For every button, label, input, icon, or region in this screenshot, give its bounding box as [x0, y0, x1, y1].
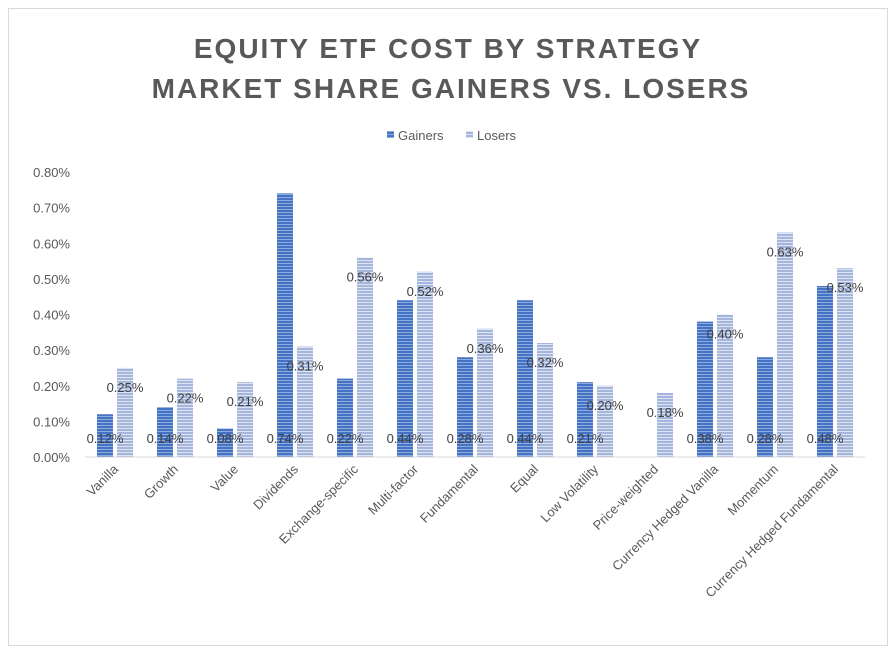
bars: [97, 193, 853, 457]
data-label-losers: 0.21%: [227, 394, 264, 409]
bar-gainers: [217, 428, 233, 457]
data-label-losers: 0.25%: [107, 380, 144, 395]
legend-swatch-gainers: [387, 131, 394, 138]
y-tick-label: 0.40%: [33, 308, 70, 323]
bar-losers: [657, 392, 673, 457]
data-label-losers: 0.56%: [347, 270, 384, 285]
bar-losers: [237, 382, 253, 457]
data-label-losers: 0.18%: [647, 405, 684, 420]
data-label-gainers: 0.38%: [687, 431, 724, 446]
bar-gainers: [457, 357, 473, 457]
data-label-losers: 0.36%: [467, 341, 504, 356]
y-tick-label: 0.30%: [33, 343, 70, 358]
x-tick-label: Dividends: [250, 461, 301, 512]
x-tick-label: Growth: [141, 462, 181, 502]
bar-gainers: [397, 300, 413, 457]
bar-losers: [177, 378, 193, 457]
legend: Gainers Losers: [387, 128, 517, 143]
data-label-losers: 0.63%: [767, 245, 804, 260]
x-tick-label: Value: [208, 462, 241, 495]
data-label-gainers: 0.14%: [147, 431, 184, 446]
bar-losers: [417, 271, 433, 457]
data-label-gainers: 0.74%: [267, 431, 304, 446]
bar-gainers: [817, 286, 833, 457]
data-label-gainers: 0.28%: [747, 431, 784, 446]
bar-losers: [477, 328, 493, 457]
x-tick-label: Multi-factor: [365, 461, 422, 518]
x-tick-label: Currency Hedged Fundamental: [702, 461, 841, 600]
x-tick-label: Low Volatility: [537, 461, 601, 525]
data-label-losers: 0.40%: [707, 327, 744, 342]
y-tick-label: 0.00%: [33, 450, 70, 465]
data-label-losers: 0.31%: [287, 359, 324, 374]
y-tick-label: 0.10%: [33, 414, 70, 429]
x-tick-label: Momentum: [725, 462, 782, 519]
data-label-gainers: 0.44%: [387, 431, 424, 446]
data-label-losers: 0.32%: [527, 355, 564, 370]
y-tick-label: 0.20%: [33, 379, 70, 394]
x-tick-label: Fundamental: [417, 461, 481, 525]
bar-gainers: [757, 357, 773, 457]
data-labels: 0.12% 0.25% 0.14% 0.22% 0.08% 0.21% 0.74% 0.31%…: [87, 245, 864, 446]
bar-gainers: [277, 193, 293, 457]
bar-losers: [717, 314, 733, 457]
legend-label-gainers: Gainers: [398, 128, 444, 143]
x-tick-label: Currency Hedged Vanilla: [609, 461, 722, 574]
bar-losers: [297, 346, 313, 457]
bar-losers: [597, 385, 613, 457]
bar-gainers: [517, 300, 533, 457]
chart-title-line-1: EQUITY ETF COST BY STRATEGY: [194, 33, 702, 64]
bar-gainers: [577, 382, 593, 457]
data-label-gainers: 0.21%: [567, 431, 604, 446]
data-label-gainers: 0.08%: [207, 431, 244, 446]
chart-frame: [8, 8, 888, 646]
bar-losers: [537, 343, 553, 457]
bar-gainers: [97, 414, 113, 457]
data-label-losers: 0.20%: [587, 398, 624, 413]
bar-losers: [837, 268, 853, 457]
bar-losers: [117, 367, 133, 457]
x-axis: Vanilla Growth Value DividendsExchange-spec…: [84, 456, 865, 600]
bar-gainers: [697, 321, 713, 457]
data-label-gainers: 0.28%: [447, 431, 484, 446]
y-tick-label: 0.60%: [33, 236, 70, 251]
chart-title-line-2: MARKET SHARE GAINERS VS. LOSERS: [152, 73, 751, 104]
data-label-losers: 0.52%: [407, 284, 444, 299]
x-tick-label: Equal: [507, 461, 541, 495]
legend-label-losers: Losers: [477, 128, 517, 143]
y-axis: 0.00% 0.10% 0.20% 0.30% 0.40% 0.50% 0.60% 0.70%…: [33, 165, 70, 465]
data-label-gainers: 0.22%: [327, 431, 364, 446]
bar-losers: [357, 257, 373, 457]
data-label-losers: 0.53%: [827, 280, 864, 295]
data-label-gainers: 0.12%: [87, 431, 124, 446]
data-label-losers: 0.22%: [167, 391, 204, 406]
bar-gainers: [157, 407, 173, 457]
y-tick-label: 0.70%: [33, 201, 70, 216]
y-tick-label: 0.50%: [33, 272, 70, 287]
x-tick-label: Vanilla: [84, 461, 122, 499]
bar-losers: [777, 232, 793, 457]
bar-gainers: [337, 378, 353, 457]
y-tick-label: 0.80%: [33, 165, 70, 180]
data-label-gainers: 0.48%: [807, 431, 844, 446]
legend-swatch-losers: [466, 131, 473, 138]
data-label-gainers: 0.44%: [507, 431, 544, 446]
